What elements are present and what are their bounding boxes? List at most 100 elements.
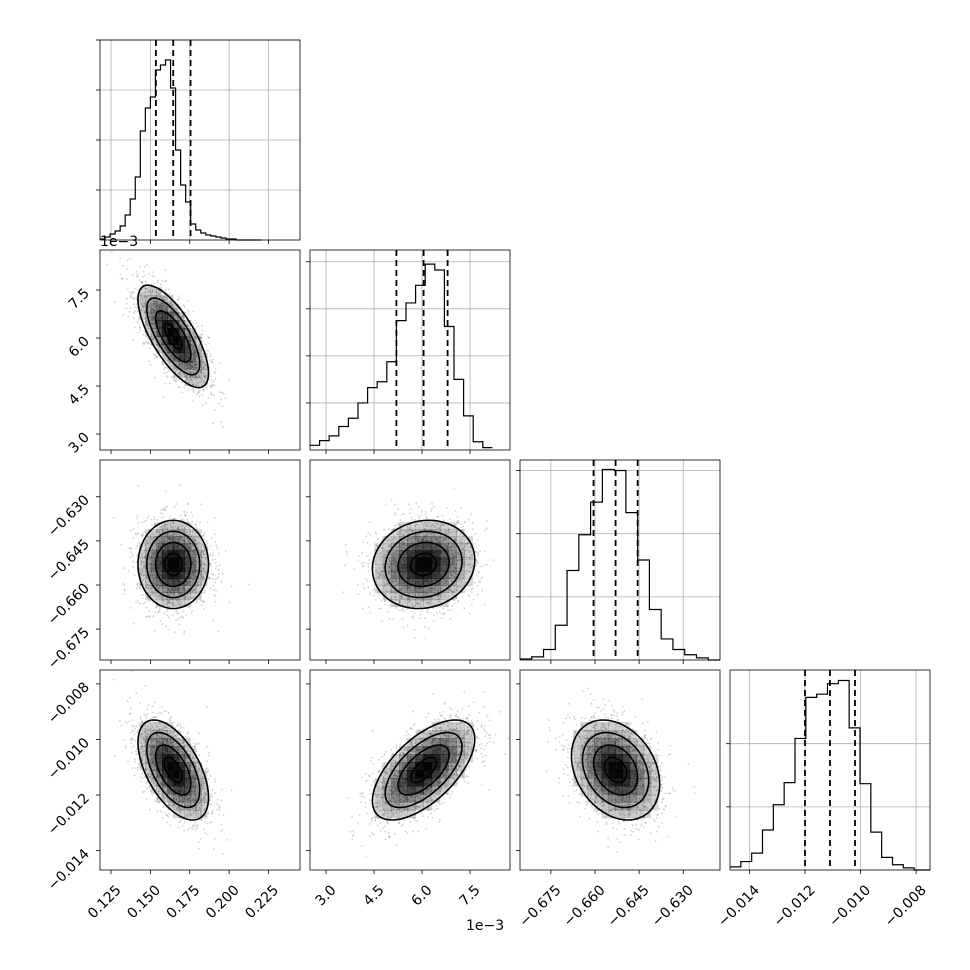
sample-point xyxy=(200,577,203,580)
sample-point xyxy=(158,293,161,295)
sample-point xyxy=(401,607,404,610)
sample-point xyxy=(441,592,444,595)
density-cell xyxy=(173,536,180,544)
sample-point xyxy=(160,538,163,541)
sample-point xyxy=(411,605,414,608)
sample-point xyxy=(187,547,190,550)
sample-point xyxy=(173,367,176,369)
density-cell xyxy=(195,344,202,354)
sample-point xyxy=(176,528,179,531)
sample-point xyxy=(158,584,161,587)
sample-point xyxy=(202,367,205,370)
sample-point xyxy=(394,585,397,588)
sample-point xyxy=(154,327,157,329)
sample-point xyxy=(177,538,180,541)
sample-point xyxy=(483,550,486,552)
sample-point xyxy=(146,542,149,544)
sample-point xyxy=(145,552,148,555)
sample-point xyxy=(157,611,159,614)
sample-point xyxy=(192,330,195,333)
sample-point xyxy=(193,569,196,572)
sample-point xyxy=(157,292,160,294)
sample-point xyxy=(154,549,157,552)
sample-point xyxy=(152,592,155,595)
sample-point xyxy=(465,581,468,583)
sample-point xyxy=(172,375,175,378)
density-cell xyxy=(150,529,157,537)
sample-point xyxy=(190,556,193,559)
sample-point xyxy=(476,561,479,564)
sample-point xyxy=(432,614,435,616)
sample-point xyxy=(165,506,168,509)
sample-point xyxy=(423,535,426,538)
sample-point xyxy=(153,301,156,304)
sample-point xyxy=(184,542,187,545)
sample-point xyxy=(172,377,174,380)
sample-point xyxy=(126,259,129,262)
sample-point xyxy=(135,270,138,273)
density-cell xyxy=(184,344,191,354)
sample-point xyxy=(192,560,195,563)
sample-point xyxy=(393,561,396,564)
sample-point xyxy=(181,518,184,520)
sample-point xyxy=(129,529,132,532)
sample-point xyxy=(401,513,403,516)
sample-point xyxy=(387,568,390,571)
density-cell xyxy=(161,344,168,354)
sample-point xyxy=(152,303,155,305)
sample-point xyxy=(184,327,187,330)
sample-point xyxy=(161,279,163,282)
sample-point xyxy=(195,384,198,387)
sample-point xyxy=(185,524,188,527)
sample-point xyxy=(175,604,177,607)
sample-point xyxy=(475,564,478,567)
sample-point xyxy=(194,335,196,338)
sample-point xyxy=(208,336,210,339)
sample-point xyxy=(432,535,435,538)
sample-point xyxy=(218,391,221,394)
sample-point xyxy=(154,300,157,303)
sample-point xyxy=(174,538,177,541)
density-cell xyxy=(167,557,174,565)
sample-point xyxy=(191,596,194,599)
sample-point xyxy=(177,527,179,530)
sample-point xyxy=(402,544,405,546)
sample-point xyxy=(191,514,194,517)
sample-point xyxy=(458,576,461,579)
density-cell xyxy=(161,536,168,544)
sample-point xyxy=(140,303,143,306)
sample-point xyxy=(437,590,439,593)
density-cell xyxy=(161,295,168,305)
sample-point xyxy=(166,592,169,595)
sample-point xyxy=(413,535,415,538)
sample-point xyxy=(190,340,193,342)
sample-point xyxy=(129,547,132,550)
sample-point xyxy=(154,585,157,587)
sample-point xyxy=(403,610,406,612)
density-cell xyxy=(190,571,197,579)
sample-point xyxy=(182,588,185,591)
sample-point xyxy=(185,334,188,337)
sample-point xyxy=(154,580,157,583)
sample-point xyxy=(132,338,135,341)
density-cell xyxy=(150,543,157,551)
sample-point xyxy=(189,330,192,333)
sample-point xyxy=(451,548,453,551)
sample-point xyxy=(151,591,154,593)
sample-point xyxy=(209,375,211,378)
sample-point xyxy=(369,533,372,536)
density-cell xyxy=(178,360,185,370)
sample-point xyxy=(413,537,415,539)
sample-point xyxy=(198,376,200,378)
panel-content xyxy=(106,250,230,428)
sample-point xyxy=(199,521,201,524)
sample-point xyxy=(148,588,150,591)
density-cell xyxy=(184,557,191,565)
sample-point xyxy=(193,363,196,366)
sample-point xyxy=(152,322,155,325)
sample-point xyxy=(145,549,147,552)
sample-point xyxy=(193,539,196,542)
sample-point xyxy=(203,589,206,592)
sample-point xyxy=(193,538,196,541)
sample-point xyxy=(153,551,156,554)
